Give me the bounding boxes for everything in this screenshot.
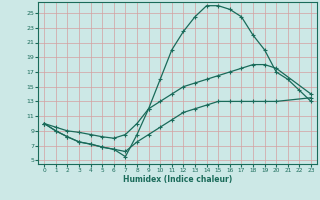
X-axis label: Humidex (Indice chaleur): Humidex (Indice chaleur)	[123, 175, 232, 184]
